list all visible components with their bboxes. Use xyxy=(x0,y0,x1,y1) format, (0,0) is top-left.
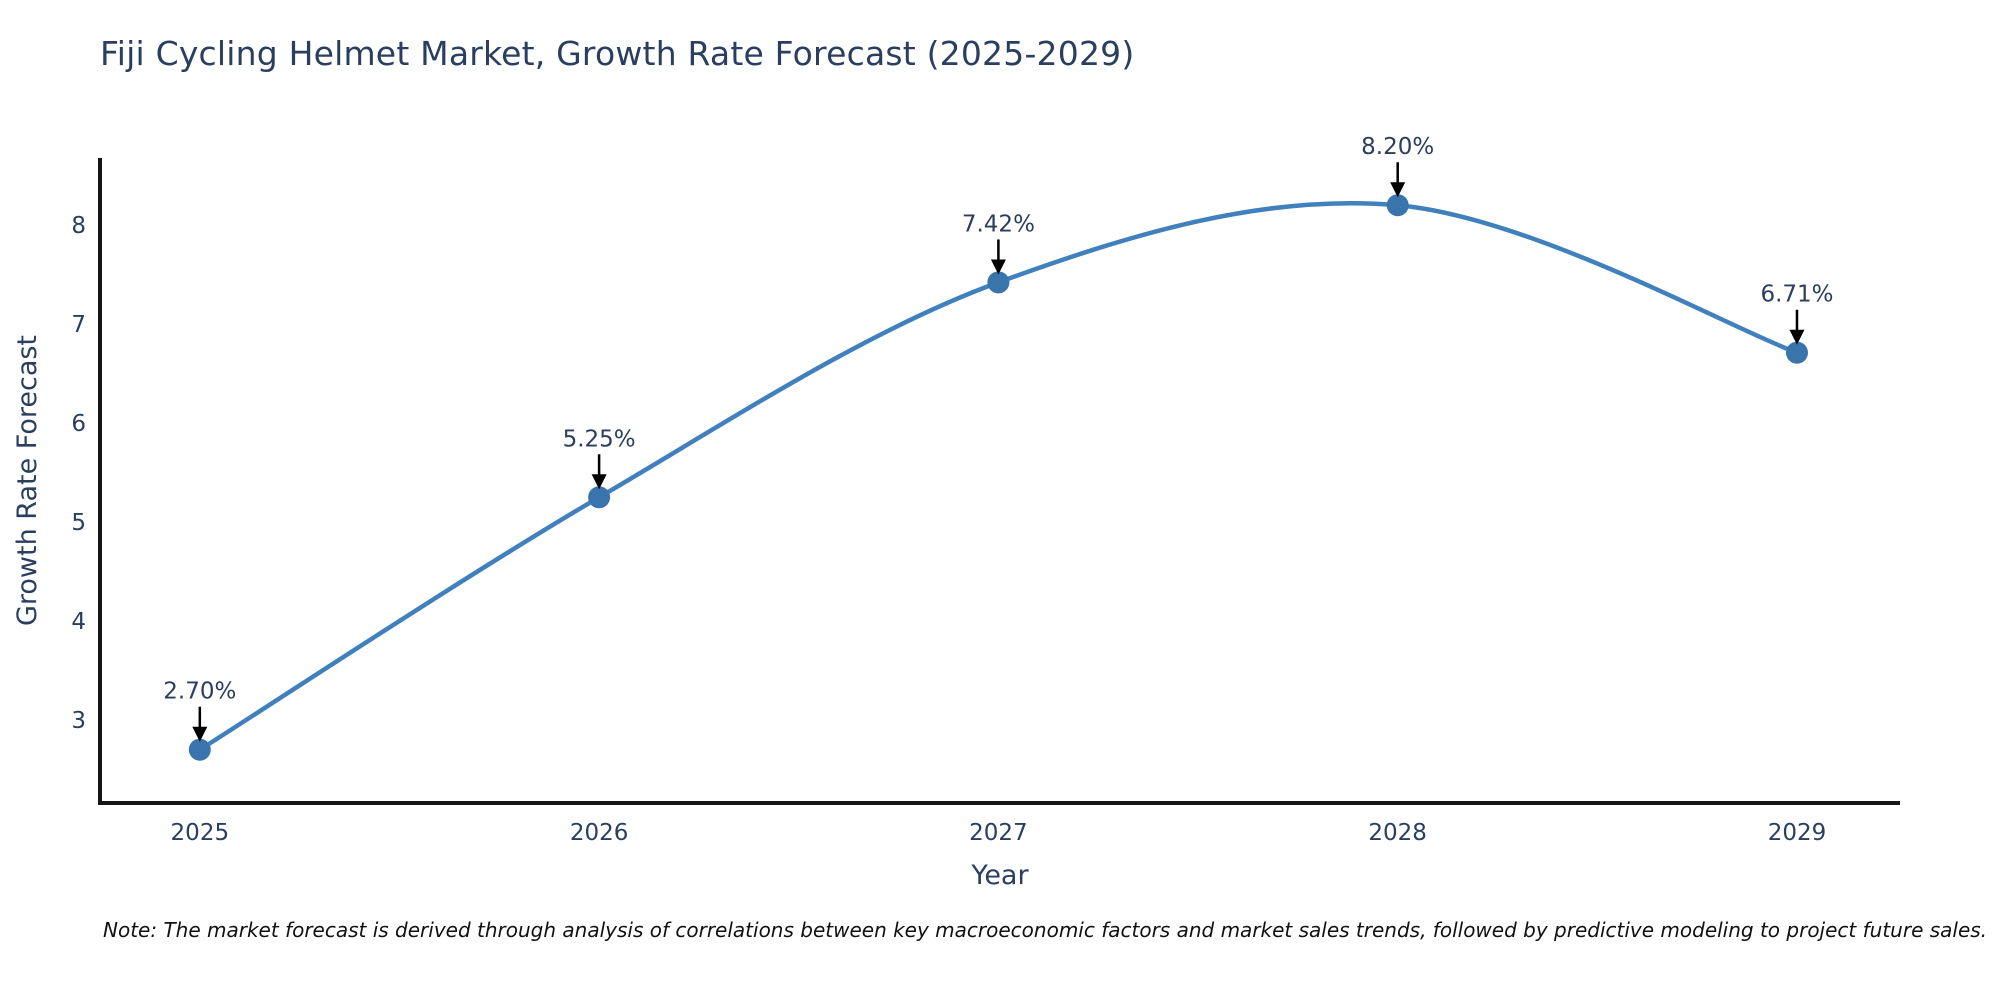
x-axis-title: Year xyxy=(970,860,1029,891)
x-tick-label: 2028 xyxy=(1368,820,1427,846)
x-tick-label: 2025 xyxy=(171,820,230,846)
y-tick-label: 8 xyxy=(71,213,86,239)
data-point-marker xyxy=(1386,194,1409,217)
y-tick-label: 4 xyxy=(71,609,86,635)
chart-title: Fiji Cycling Helmet Market, Growth Rate … xyxy=(100,34,1135,73)
y-axis-title: Growth Rate Forecast xyxy=(12,335,43,626)
y-tick-label: 5 xyxy=(71,510,86,536)
annotation-arrow-head xyxy=(990,259,1006,275)
annotation-arrow-head xyxy=(1390,182,1406,198)
annotation-arrow-head xyxy=(1789,329,1805,345)
data-point-marker xyxy=(188,738,211,761)
data-point-marker xyxy=(1786,341,1808,364)
y-tick-label: 3 xyxy=(71,708,86,734)
data-point-marker xyxy=(987,271,1010,294)
data-point-label: 2.70% xyxy=(163,679,236,705)
data-point-label: 7.42% xyxy=(962,211,1035,237)
y-tick-label: 7 xyxy=(71,312,86,338)
data-point-label: 5.25% xyxy=(563,426,636,452)
data-point-label: 6.71% xyxy=(1760,282,1833,308)
y-tick-label: 6 xyxy=(71,411,86,437)
data-point-label: 8.20% xyxy=(1361,134,1434,160)
x-tick-label: 2027 xyxy=(969,820,1028,846)
footnote: Note: The market forecast is derived thr… xyxy=(103,918,1988,942)
annotation-arrow-head xyxy=(192,726,208,742)
data-point-marker xyxy=(588,486,611,509)
x-tick-label: 2026 xyxy=(570,820,629,846)
annotation-arrow-head xyxy=(591,474,607,490)
x-tick-label: 2029 xyxy=(1768,820,1827,846)
